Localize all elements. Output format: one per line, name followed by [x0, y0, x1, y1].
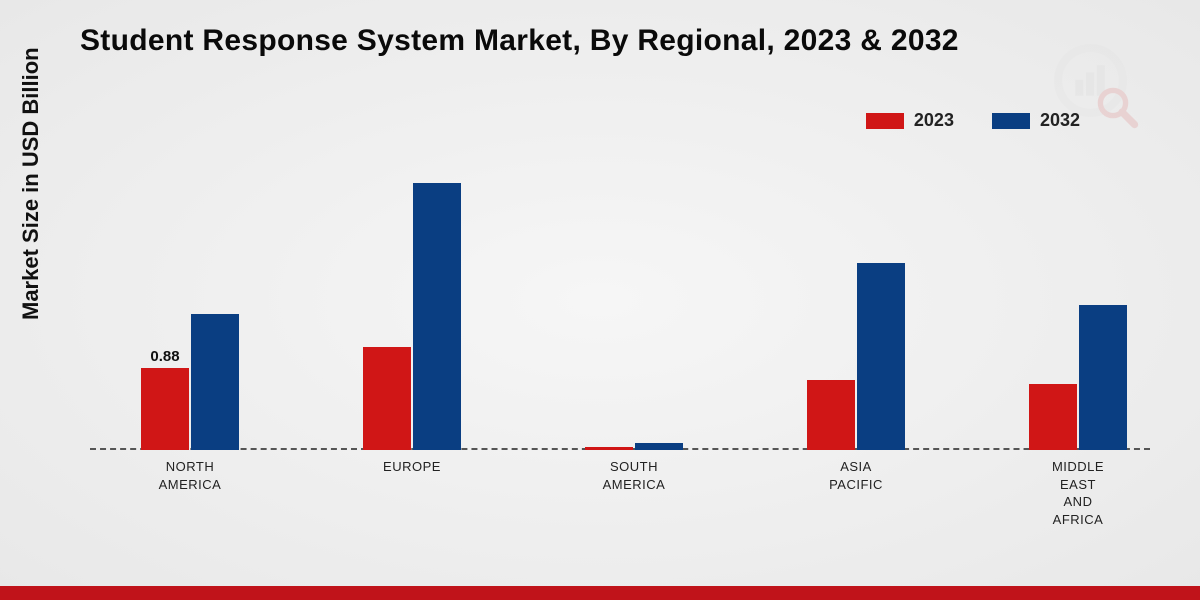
bar-2032 — [1079, 305, 1127, 450]
footer-accent-bar — [0, 586, 1200, 600]
x-axis-tick-label: ASIAPACIFIC — [786, 458, 926, 493]
x-axis-labels: NORTHAMERICA EUROPE SOUTHAMERICA ASIAPACIFI… — [90, 458, 1150, 558]
x-axis-tick-label: MIDDLEEASTANDAFRICA — [1008, 458, 1148, 528]
legend: 2023 2032 — [866, 110, 1080, 131]
bar-group — [564, 443, 704, 451]
bar-2032 — [413, 183, 461, 450]
bar-2032 — [191, 314, 239, 450]
legend-swatch-2023 — [866, 113, 904, 129]
legend-swatch-2032 — [992, 113, 1030, 129]
bar-group — [786, 263, 926, 451]
bar-2023 — [363, 347, 411, 450]
plot-area: 0.88 — [90, 150, 1150, 450]
x-axis-tick-label: EUROPE — [342, 458, 482, 476]
bar-group: 0.88 — [120, 314, 260, 450]
bar-group — [1008, 305, 1148, 450]
bar-2023 — [807, 380, 855, 450]
bar-2032 — [857, 263, 905, 451]
legend-item-2023: 2023 — [866, 110, 954, 131]
x-axis-tick-label: SOUTHAMERICA — [564, 458, 704, 493]
bar-group — [342, 183, 482, 450]
bar-2023 — [1029, 384, 1077, 450]
legend-label-2032: 2032 — [1040, 110, 1080, 131]
bar-2032 — [635, 443, 683, 451]
legend-item-2032: 2032 — [992, 110, 1080, 131]
legend-label-2023: 2023 — [914, 110, 954, 131]
bar-value-label: 0.88 — [150, 348, 179, 368]
bar-2023: 0.88 — [141, 368, 189, 451]
bar-2023 — [585, 447, 633, 450]
x-axis-tick-label: NORTHAMERICA — [120, 458, 260, 493]
y-axis-label: Market Size in USD Billion — [18, 47, 44, 320]
chart-title: Student Response System Market, By Regio… — [80, 24, 959, 58]
